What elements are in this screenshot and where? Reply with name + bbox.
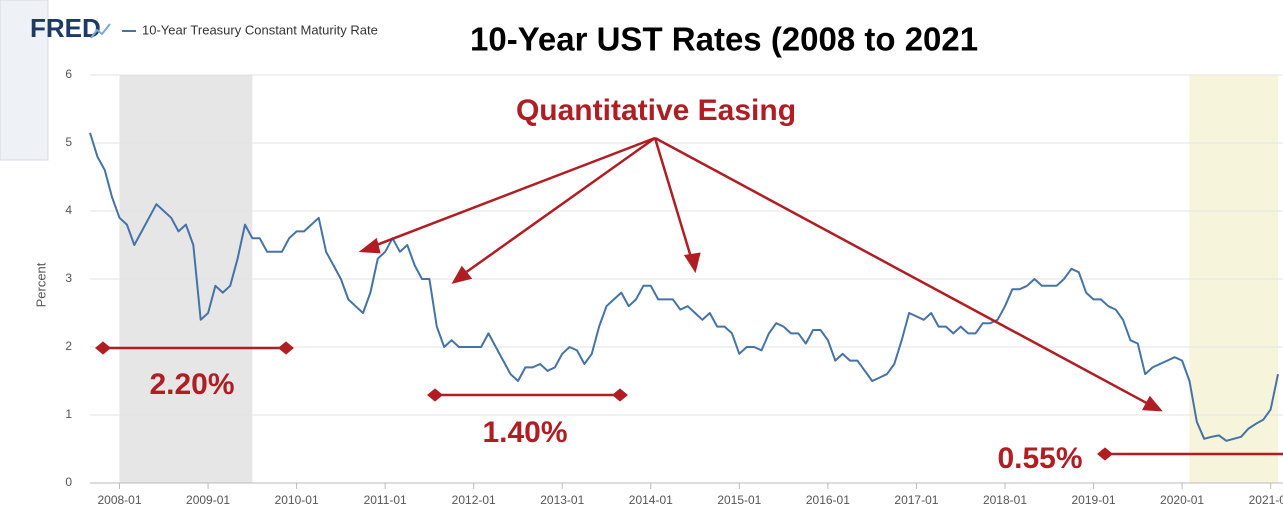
x-tick-label: 2018-01 — [983, 493, 1027, 507]
y-tick-label: 6 — [65, 67, 72, 81]
annotation: Quantitative Easing — [516, 94, 796, 127]
y-tick-label: 5 — [65, 135, 72, 149]
legend-label: 10-Year Treasury Constant Maturity Rate — [142, 22, 378, 37]
x-tick-label: 2010-01 — [275, 493, 319, 507]
diamond — [278, 341, 294, 355]
arrowhead — [451, 265, 473, 284]
logo-icon — [90, 23, 111, 39]
grid-layer: 0 1 2 3 4 5 6 2008-01 2009-01 2010-01 2011-01 2012-… — [65, 67, 1283, 507]
arrowhead — [358, 237, 381, 254]
side-panel — [0, 0, 49, 161]
annotation: 0.55% — [997, 442, 1082, 475]
y-tick-label: 3 — [65, 271, 72, 285]
arrow — [457, 136, 656, 280]
series-line — [89, 132, 1279, 442]
arrow — [365, 136, 656, 251]
diamond — [1097, 447, 1113, 461]
x-tick-label: 2020-01 — [1160, 493, 1204, 507]
diamond — [427, 388, 443, 402]
chart-title: 10-Year UST Rates (2008 to 2021 — [470, 21, 978, 58]
annotation: 1.40% — [482, 416, 567, 449]
x-tick-label: 2008-01 — [97, 493, 141, 507]
y-axis-label: Percent — [33, 262, 48, 307]
x-tick-label: 2015-01 — [717, 493, 761, 507]
arrowhead — [683, 252, 701, 274]
x-tick-label: 2019-01 — [1072, 493, 1116, 507]
x-tick-label: 2009-01 — [186, 493, 230, 507]
x-tick-label: 2012-01 — [452, 493, 496, 507]
arrowhead — [1141, 395, 1163, 412]
annotations — [95, 136, 1283, 461]
x-tick-label: 2013-01 — [540, 493, 584, 507]
y-tick-label: 2 — [65, 339, 72, 353]
x-tick-label: 2021-01 — [1249, 493, 1283, 507]
y-tick-label: 4 — [65, 203, 72, 217]
y-tick-label: 0 — [65, 475, 72, 489]
x-tick-label: 2016-01 — [806, 493, 850, 507]
y-tick-label: 1 — [65, 407, 72, 421]
x-tick-label: 2014-01 — [629, 493, 673, 507]
annotation: 2.20% — [149, 368, 234, 401]
diamond — [95, 341, 111, 355]
logo: FRED — [30, 13, 101, 43]
plot-layer — [89, 132, 1279, 442]
arrow — [653, 137, 695, 265]
x-tick-label: 2011-01 — [364, 493, 407, 507]
arrow — [654, 136, 1155, 409]
diamond — [612, 388, 628, 402]
x-tick-label: 2017-01 — [894, 493, 938, 507]
